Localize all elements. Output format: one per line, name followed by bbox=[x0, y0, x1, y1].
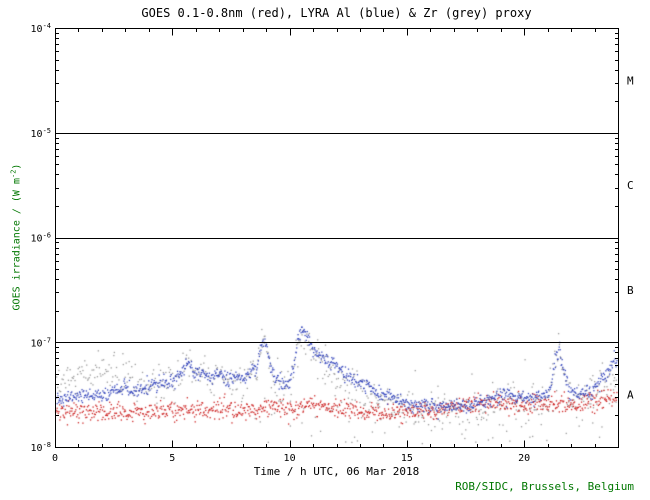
y-axis-label-text: GOES irradiance / (W m bbox=[11, 178, 23, 311]
y-axis-label: GOES irradiance / (W m-2) bbox=[9, 164, 22, 311]
svg-text:10-4: 10-4 bbox=[31, 22, 51, 35]
svg-text:B: B bbox=[627, 284, 634, 297]
chart-title: GOES 0.1-0.8nm (red), LYRA Al (blue) & Z… bbox=[141, 6, 532, 20]
svg-text:10: 10 bbox=[284, 453, 296, 464]
svg-text:0: 0 bbox=[52, 453, 58, 464]
svg-text:M: M bbox=[627, 74, 634, 87]
svg-text:15: 15 bbox=[401, 453, 413, 464]
svg-text:5: 5 bbox=[169, 453, 175, 464]
y-axis-label-suffix: ) bbox=[11, 163, 23, 170]
svg-text:10-6: 10-6 bbox=[31, 232, 51, 245]
y-axis-label-sup: -2 bbox=[9, 169, 18, 179]
credit-text: ROB/SIDC, Brussels, Belgium bbox=[455, 480, 634, 493]
svg-text:10-7: 10-7 bbox=[31, 336, 51, 349]
svg-text:10-5: 10-5 bbox=[31, 127, 51, 140]
svg-text:C: C bbox=[627, 179, 634, 192]
svg-text:10-8: 10-8 bbox=[31, 441, 51, 454]
svg-text:20: 20 bbox=[518, 453, 530, 464]
x-axis-label: Time / h UTC, 06 Mar 2018 bbox=[253, 465, 420, 478]
svg-text:A: A bbox=[627, 389, 634, 402]
